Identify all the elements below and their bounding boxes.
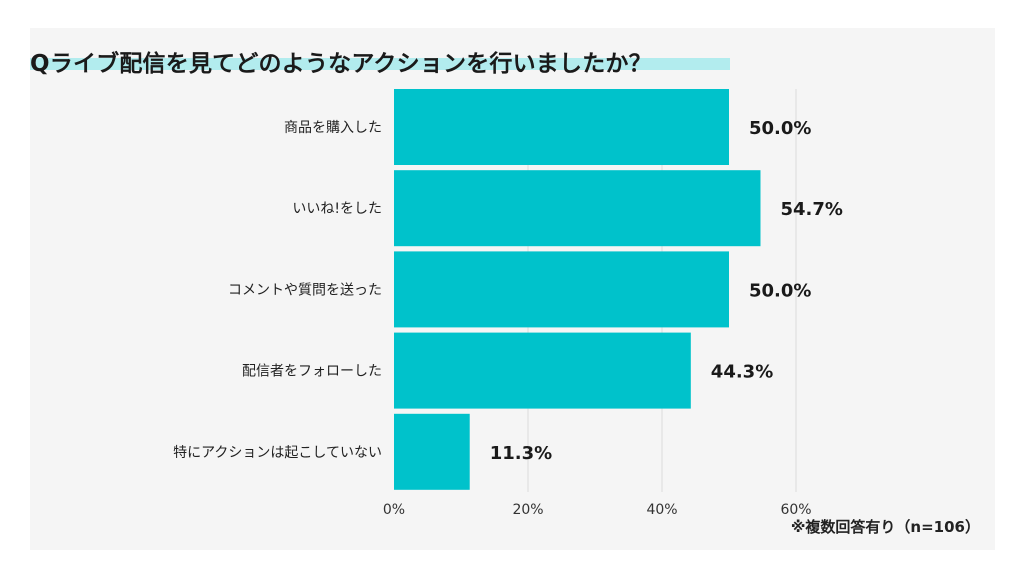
x-tick-label: 0%	[383, 502, 405, 518]
data-label: 50.0%	[749, 118, 811, 139]
title-block: Qライブ配信を見てどのようなアクションを行いましたか？	[30, 44, 730, 78]
category-label: コメントや質問を送った	[228, 282, 382, 298]
category-labels: 商品を購入したいいね!をしたコメントや質問を送った配信者をフォローした特にアクシ…	[173, 120, 382, 461]
title-highlight	[30, 58, 730, 70]
bars	[394, 89, 761, 490]
category-label: 商品を購入した	[284, 120, 382, 136]
category-label: 配信者をフォローした	[242, 364, 382, 380]
x-tick-label: 40%	[646, 502, 677, 518]
x-tick-label: 60%	[780, 502, 811, 518]
bar	[394, 170, 761, 247]
data-labels: 50.0% 54.7% 50.0% 44.3% 11.3%	[490, 118, 843, 464]
category-label: いいね!をした	[292, 201, 382, 217]
x-tick-labels: 0% 20% 40% 60%	[383, 502, 812, 518]
bar	[394, 89, 729, 165]
bar	[394, 251, 729, 328]
footnote: ※複数回答有り（n=106）	[790, 518, 980, 536]
category-label: 特にアクションは起こしていない	[173, 445, 382, 461]
chart-title: Qライブ配信を見てどのようなアクションを行いましたか？	[30, 51, 652, 77]
bar	[394, 332, 691, 409]
data-label: 50.0%	[749, 280, 811, 301]
data-label: 54.7%	[780, 199, 842, 220]
bar	[394, 413, 470, 490]
x-tick-label: 20%	[512, 502, 543, 518]
data-label: 11.3%	[490, 443, 552, 464]
data-label: 44.3%	[711, 362, 773, 383]
